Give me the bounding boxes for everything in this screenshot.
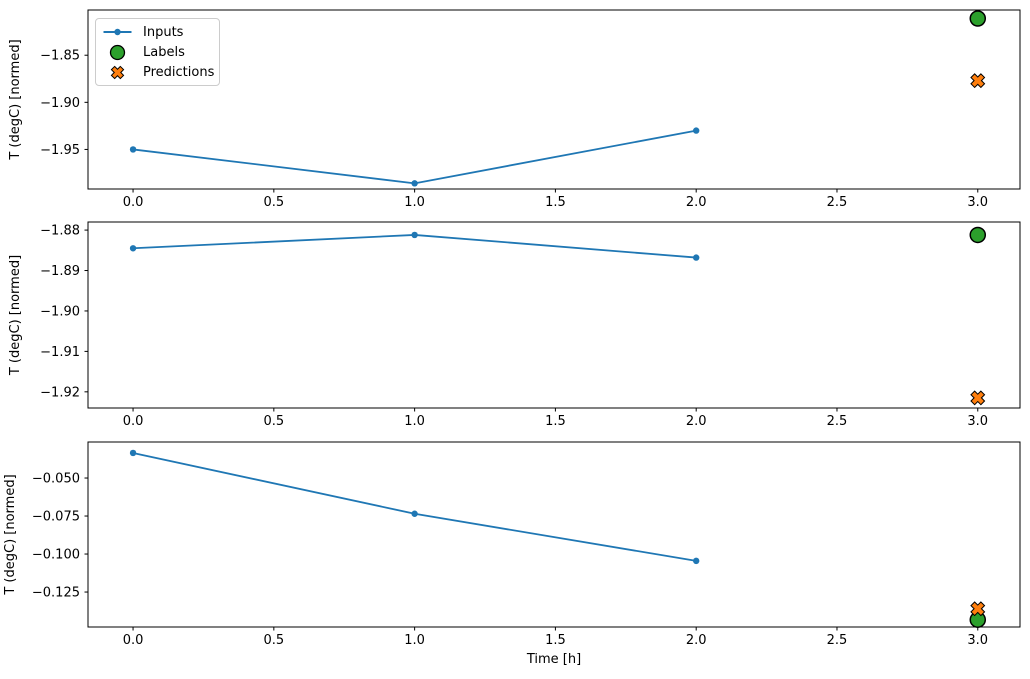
y-tick-label: −0.050 [32, 472, 80, 487]
x-tick-label: 1.5 [545, 633, 566, 648]
inputs-marker [692, 127, 700, 134]
inputs-marker [129, 449, 137, 457]
y-tick-label: −1.90 [40, 304, 80, 319]
subplot-3: 0.0 0.5 1.0 1.5 2.0 2.5 3.0 −0.050 −0.075 −0.100 −… [3, 441, 1021, 667]
x-tick-label: 2.0 [686, 195, 707, 210]
inputs-marker [129, 146, 137, 153]
y-tick-label: −1.89 [40, 264, 80, 279]
x-tick-label: 2.0 [686, 414, 707, 429]
x-tick-label: 3.0 [967, 633, 988, 648]
y-tick-label: −0.125 [32, 586, 80, 601]
y-tick-label: −1.90 [40, 96, 80, 111]
x-tick-label: 0.5 [263, 195, 284, 210]
x-tick-label: 0.5 [263, 633, 284, 648]
y-axis-label: T (degC) [normed] [3, 474, 18, 595]
y-tick-label: −0.075 [32, 510, 80, 525]
x-tick-label: 1.0 [404, 633, 425, 648]
labels-marker [969, 10, 987, 27]
predictions-marker [970, 390, 986, 406]
subplot-1: 0.0 0.5 1.0 1.5 2.0 2.5 3.0 −1.85 −1.90 −1.95 T (d… [8, 9, 1021, 210]
y-tick-label: −0.100 [32, 548, 80, 563]
x-tick-label: 2.5 [827, 633, 848, 648]
inputs-line-icon [102, 25, 133, 39]
x-tick-label: 0.0 [123, 195, 144, 210]
predictions-x-icon [102, 64, 133, 81]
x-tick-label: 2.5 [827, 414, 848, 429]
legend-item-predictions: Predictions [102, 62, 215, 82]
axes-frame [87, 221, 1021, 409]
x-tick-label: 3.0 [967, 195, 988, 210]
inputs-marker [129, 245, 137, 252]
axes-frame [87, 441, 1021, 628]
axes-frame [87, 9, 1021, 190]
legend-label-labels: Labels [143, 44, 185, 60]
subplot-2: 0.0 0.5 1.0 1.5 2.0 2.5 3.0 −1.88 −1.89 −1.90 −1.9… [8, 221, 1021, 429]
labels-marker [969, 611, 987, 628]
x-tick-label: 1.5 [545, 195, 566, 210]
inputs-marker [411, 510, 418, 517]
x-axis-label: Time [h] [526, 652, 581, 667]
legend-label-predictions: Predictions [143, 64, 215, 80]
y-axis-label: T (degC) [normed] [8, 255, 23, 376]
legend-label-inputs: Inputs [143, 24, 184, 40]
x-tick-label: 2.0 [686, 633, 707, 648]
x-tick-label: 3.0 [967, 414, 988, 429]
x-tick-label: 2.5 [827, 195, 848, 210]
inputs-marker [411, 180, 418, 187]
x-tick-label: 0.0 [123, 414, 144, 429]
labels-circle-icon [102, 44, 133, 61]
legend: Inputs Labels Predictions [95, 18, 220, 86]
predictions-marker [970, 601, 986, 617]
predictions-marker [970, 73, 986, 89]
x-tick-label: 1.0 [404, 195, 425, 210]
x-tick-label: 0.0 [123, 633, 144, 648]
y-axis-label: T (degC) [normed] [8, 39, 23, 160]
y-tick-label: −1.95 [40, 143, 80, 158]
y-tick-label: −1.91 [40, 345, 80, 360]
y-tick-label: −1.92 [40, 385, 80, 400]
x-tick-label: 1.5 [545, 414, 566, 429]
x-tick-label: 1.0 [404, 414, 425, 429]
inputs-marker [692, 557, 700, 565]
legend-item-labels: Labels [102, 42, 211, 62]
legend-item-inputs: Inputs [102, 22, 211, 42]
inputs-marker [411, 231, 418, 239]
y-tick-label: −1.88 [40, 224, 80, 239]
y-tick-label: −1.85 [40, 49, 80, 64]
x-tick-label: 0.5 [263, 414, 284, 429]
labels-marker [969, 226, 987, 244]
inputs-marker [692, 254, 700, 261]
